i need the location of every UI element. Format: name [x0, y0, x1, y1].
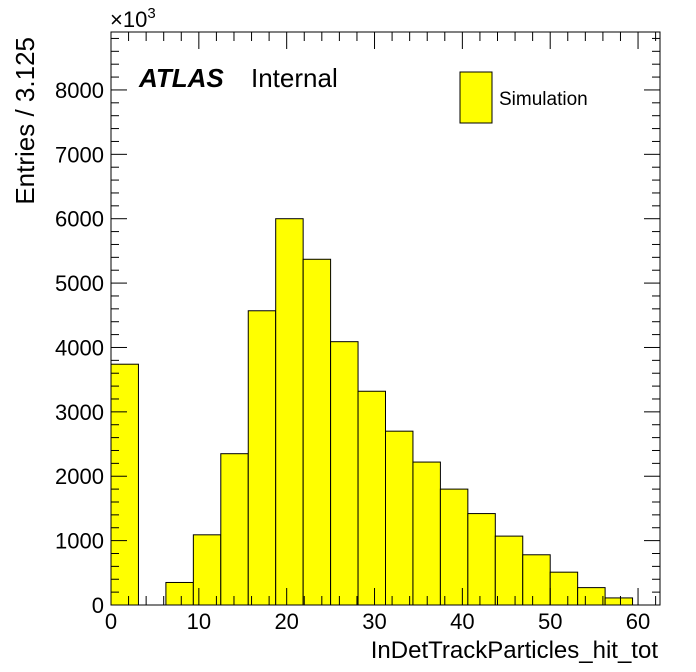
histogram-bar	[247, 310, 277, 606]
plot-frame	[110, 31, 661, 606]
y-tick-label: 2000	[55, 464, 104, 489]
y-tick-label: 1000	[55, 529, 104, 554]
x-tick-label: 10	[187, 609, 211, 634]
internal-label: Internal	[251, 63, 338, 93]
y-tick-label: 5000	[55, 271, 104, 296]
histogram-bar	[192, 534, 222, 606]
histogram-bar	[604, 597, 634, 606]
histogram-bar	[385, 430, 414, 606]
histogram-bar	[494, 535, 524, 606]
histogram-bar	[467, 513, 496, 606]
histogram-bar	[412, 461, 441, 606]
x-tick-label: 30	[362, 609, 386, 634]
histogram-bar	[330, 341, 359, 606]
x-tick-label: 0	[105, 609, 117, 634]
histogram-bar	[275, 218, 304, 606]
histogram-bar	[110, 363, 139, 606]
histogram-bar	[302, 258, 332, 606]
x-tick-label: 50	[538, 609, 562, 634]
y-axis-multiplier-base: ×10	[110, 7, 147, 32]
y-tick-label: 8000	[55, 78, 104, 103]
histogram-bar	[522, 554, 551, 606]
y-tick-label: 7000	[55, 142, 104, 167]
y-axis-multiplier-exponent: 3	[147, 5, 155, 22]
x-tick-label: 60	[626, 609, 650, 634]
histogram-bar	[220, 453, 249, 606]
y-tick-label: 4000	[55, 335, 104, 360]
histogram-bar	[439, 488, 469, 606]
histogram-bar	[577, 587, 606, 606]
histogram-bar	[357, 390, 386, 606]
y-axis-multiplier: ×103	[110, 5, 156, 32]
y-tick-label: 0	[92, 593, 104, 618]
x-tick-label: 40	[450, 609, 474, 634]
legend-swatch	[459, 71, 493, 124]
tick-labels: 0 10 20 30 40 50 60 0 1000 2000 3000 4000 5000 6000 70…	[55, 78, 650, 634]
histogram-bar	[165, 581, 194, 606]
y-tick-label: 3000	[55, 400, 104, 425]
x-tick-label: 20	[274, 609, 298, 634]
atlas-label: ATLAS	[138, 63, 224, 93]
histogram-bars	[110, 218, 634, 606]
y-tick-label: 6000	[55, 207, 104, 232]
histogram-bar	[549, 571, 579, 606]
x-axis-label: InDetTrackParticles_hit_tot	[371, 637, 659, 664]
y-axis-label: Entries / 3.125	[10, 37, 40, 205]
legend-label: Simulation	[499, 89, 588, 110]
